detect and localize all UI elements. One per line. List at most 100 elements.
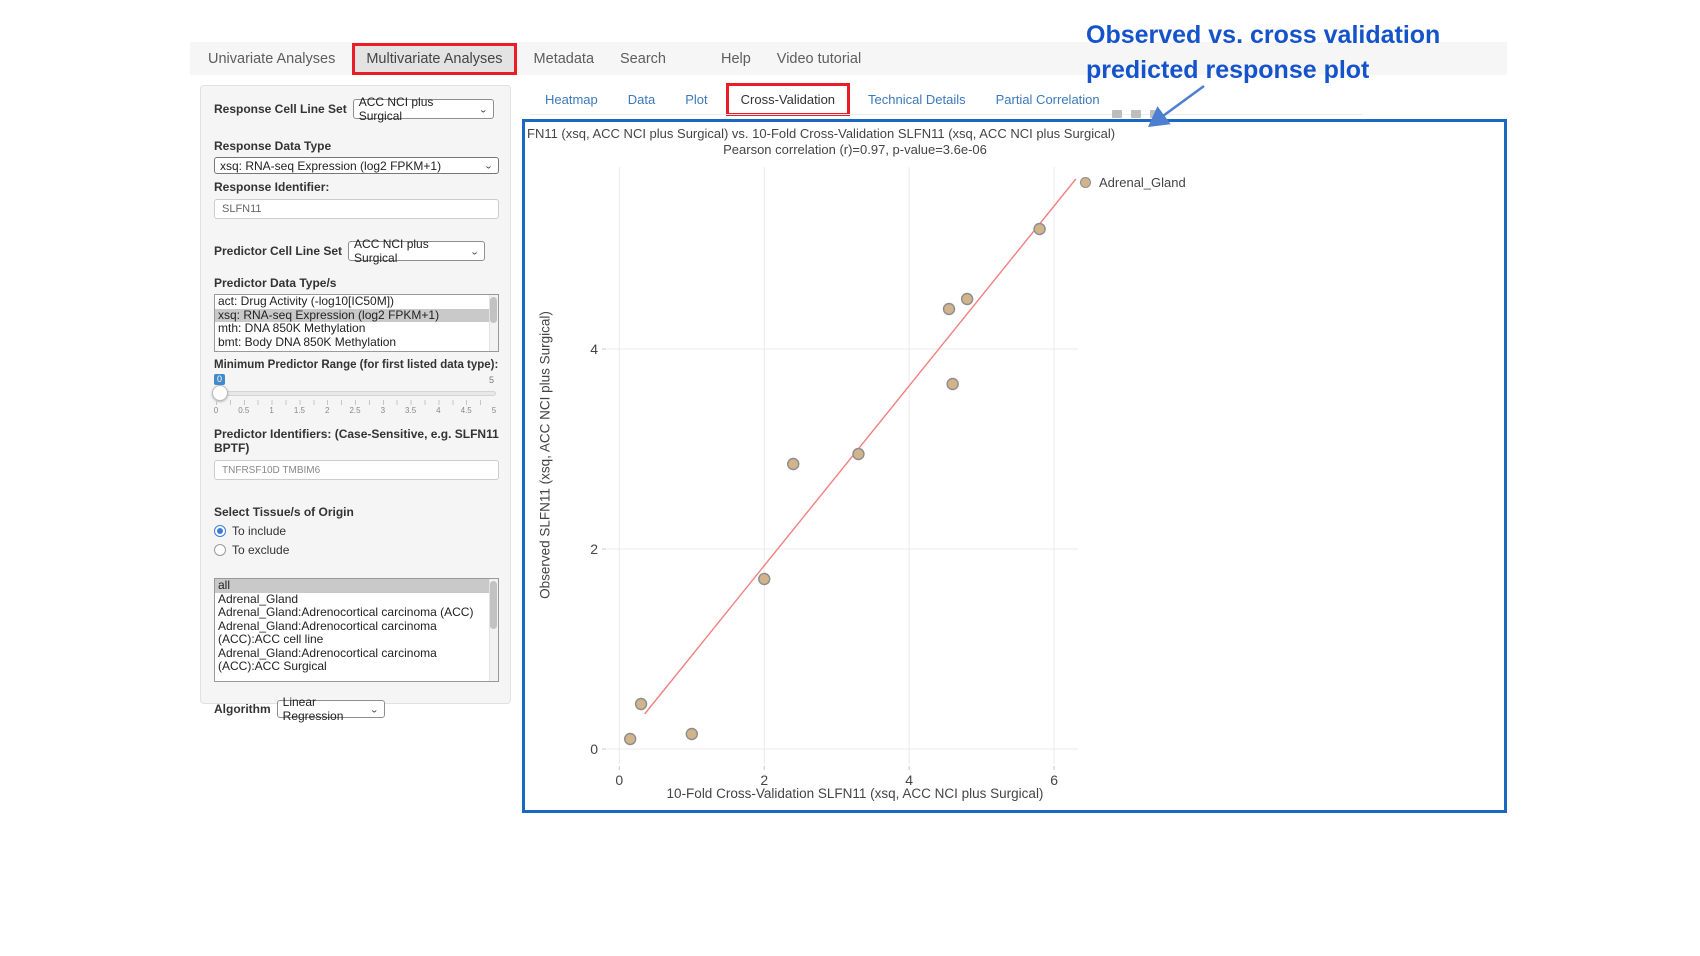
predictor-data-type-option[interactable]: bmt: Body DNA 850K Methylation — [218, 334, 397, 349]
tissue-exclude-option[interactable]: To exclude — [214, 543, 497, 557]
annotation-arrow-icon — [1147, 84, 1205, 127]
slider-tick-label: 0.5 — [238, 406, 250, 415]
response-data-type-value: xsq: RNA-seq Expression (log2 FPKM+1) — [220, 158, 442, 173]
response-data-type-label: Response Data Type — [214, 139, 332, 153]
scrollbar-thumb[interactable] — [490, 297, 497, 323]
chart-subtitle: Pearson correlation (r)=0.97, p-value=3.… — [723, 142, 987, 157]
slider-handle[interactable] — [212, 385, 228, 401]
scrollbar-track[interactable] — [489, 579, 498, 681]
min-predictor-range-slider[interactable]: 0 5 0 0.5 1 1.5 2 2.5 3 3.5 4 4.5 5 — [212, 374, 497, 420]
tissue-option-selected[interactable]: all — [215, 579, 498, 593]
slider-tick-label: 1.5 — [293, 406, 305, 415]
nav-item-search[interactable]: Search — [620, 50, 666, 67]
predictor-data-type-option[interactable]: act: Drug Activity (-log10[IC50M]) — [218, 294, 395, 308]
tab-heatmap[interactable]: Heatmap — [545, 91, 598, 107]
tissue-include-option[interactable]: To include — [214, 524, 497, 538]
tab-cross-validation[interactable]: Cross-Validation — [725, 82, 851, 116]
slider-tick-label: 4 — [436, 406, 441, 415]
slider-tick-label: 2.5 — [349, 406, 361, 415]
top-nav: Univariate Analyses Multivariate Analyse… — [190, 42, 1507, 75]
predictor-identifiers-value: TNFRSF10D TMBIM6 — [222, 464, 321, 476]
predictor-cell-line-set-select[interactable]: ACC NCI plus Surgical ⌄ — [348, 237, 486, 265]
to-exclude-radio[interactable] — [214, 544, 226, 556]
nav-item-metadata[interactable]: Metadata — [533, 50, 595, 67]
tissue-listbox: all Adrenal_Gland Adrenal_Gland:Adrenoco… — [214, 578, 499, 682]
annotation-line-1: Observed vs. cross validation — [1086, 21, 1441, 49]
predictor-identifiers-label: Predictor Identifiers: (Case-Sensitive, … — [214, 427, 499, 455]
tabs-underline — [530, 114, 1363, 115]
annotation-callout: Observed vs. cross validation predicted … — [1086, 18, 1440, 88]
predictor-identifiers-input[interactable]: TNFRSF10D TMBIM6 — [214, 460, 499, 480]
svg-text:4: 4 — [905, 772, 913, 788]
chevron-down-icon: ⌄ — [369, 704, 379, 715]
nav-item-video-tutorial[interactable]: Video tutorial — [776, 50, 862, 67]
camera-icon[interactable] — [1112, 110, 1122, 118]
select-tissue-label: Select Tissue/s of Origin — [214, 505, 354, 519]
algorithm-value: Linear Regression — [282, 695, 344, 723]
slider-track[interactable] — [214, 391, 496, 396]
scrollbar-track[interactable] — [489, 295, 498, 351]
min-predictor-range-label: Minimum Predictor Range (for first liste… — [214, 359, 499, 371]
chevron-down-icon: ⌄ — [483, 161, 493, 171]
tab-technical-details[interactable]: Technical Details — [868, 91, 966, 107]
slider-tick-label: 0 — [213, 406, 219, 415]
svg-text:6: 6 — [1050, 772, 1058, 788]
chart-title: FN11 (xsq, ACC NCI plus Surgical) vs. 10… — [527, 126, 1116, 141]
nav-item-multivariate-analyses[interactable]: Multivariate Analyses — [352, 42, 517, 75]
annotation-line-2: predicted response plot — [1086, 56, 1370, 84]
algorithm-label: Algorithm — [214, 702, 271, 716]
response-identifier-value: SLFN11 — [222, 203, 262, 215]
x-axis-title: 10-Fold Cross-Validation SLFN11 (xsq, AC… — [666, 786, 1044, 801]
predictor-data-type-option[interactable]: mth: DNA 850K Methylation — [218, 321, 366, 335]
slider-grid — [216, 400, 494, 405]
cross-validation-panel: FN11 (xsq, ACC NCI plus Surgical) vs. 10… — [522, 119, 1507, 813]
legend-label: Adrenal_Gland — [1099, 175, 1186, 190]
response-data-type-select[interactable]: xsq: RNA-seq Expression (log2 FPKM+1) ⌄ — [214, 157, 499, 174]
tissue-option[interactable]: Adrenal_Gland:Adrenocortical carcinoma (… — [218, 618, 437, 646]
y-axis-title: Observed SLFN11 (xsq, ACC NCI plus Surgi… — [537, 311, 553, 599]
legend[interactable]: Adrenal_Gland — [1080, 175, 1186, 190]
tab-plot[interactable]: Plot — [685, 91, 708, 107]
response-identifier-input[interactable]: SLFN11 — [214, 199, 499, 219]
tissue-option[interactable]: Adrenal_Gland:Adrenocortical carcinoma (… — [218, 645, 437, 673]
predictor-cell-line-set-value: ACC NCI plus Surgical — [354, 237, 429, 265]
svg-text:0: 0 — [590, 741, 598, 757]
predictor-data-types-listbox: act: Drug Activity (-log10[IC50M]) xsq: … — [214, 294, 499, 352]
nav-item-help[interactable]: Help — [720, 50, 751, 67]
tissue-option[interactable]: Adrenal_Gland:Adrenocortical carcinoma (… — [218, 605, 474, 619]
chevron-down-icon: ⌄ — [478, 104, 488, 115]
chevron-down-icon: ⌄ — [469, 246, 480, 257]
slider-tick-label: 2 — [324, 406, 330, 415]
predictor-data-types-label: Predictor Data Type/s — [214, 276, 337, 290]
response-cell-line-set-label: Response Cell Line Set — [214, 102, 347, 116]
predictor-cell-line-set-label: Predictor Cell Line Set — [214, 244, 343, 258]
legend-marker-icon — [1080, 177, 1091, 188]
to-exclude-label: To exclude — [232, 543, 290, 557]
to-include-radio[interactable] — [214, 525, 226, 537]
svg-text:0: 0 — [615, 772, 623, 788]
algorithm-select[interactable]: Linear Regression ⌄ — [276, 695, 385, 723]
svg-text:4: 4 — [590, 341, 598, 357]
to-include-label: To include — [232, 524, 287, 538]
response-cell-line-set-select[interactable]: ACC NCI plus Surgical ⌄ — [352, 95, 494, 123]
slider-tick-label: 4.5 — [460, 406, 472, 415]
slider-tick-label: 3 — [380, 406, 386, 415]
slider-tick-label: 5 — [491, 406, 497, 415]
tissue-option[interactable]: Adrenal_Gland — [218, 591, 299, 606]
nav-item-univariate-analyses[interactable]: Univariate Analyses — [208, 50, 336, 67]
zoom-icon[interactable] — [1131, 110, 1141, 118]
scrollbar-thumb[interactable] — [490, 581, 497, 629]
predictor-data-type-option-selected[interactable]: xsq: RNA-seq Expression (log2 FPKM+1) — [215, 308, 498, 322]
tab-partial-correlation[interactable]: Partial Correlation — [995, 91, 1100, 107]
slider-value-bubble: 0 — [214, 374, 226, 385]
sidebar: Response Cell Line Set ACC NCI plus Surg… — [200, 85, 511, 723]
tab-data[interactable]: Data — [627, 91, 656, 107]
slider-tick-label: 1 — [269, 406, 274, 415]
analysis-tabs: Heatmap Data Plot Cross-Validation Techn… — [530, 82, 1115, 116]
slider-tick-label: 3.5 — [405, 406, 417, 415]
svg-text:2: 2 — [760, 772, 768, 788]
scatter-plot[interactable]: 0 2 4 6 0 2 4 — [525, 122, 1185, 810]
svg-text:2: 2 — [590, 541, 598, 557]
slider-tick-labels: 0 0.5 1 1.5 2 2.5 3 3.5 4 4.5 5 — [213, 406, 497, 416]
